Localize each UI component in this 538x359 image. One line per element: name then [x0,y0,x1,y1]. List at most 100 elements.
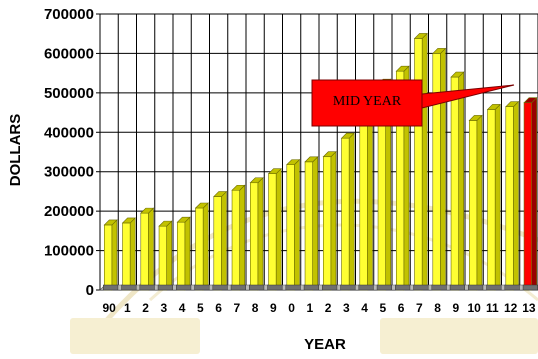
bar-front [432,53,441,291]
bar-top [158,220,173,227]
bar-base [486,284,502,291]
bar-front [414,38,423,291]
bar-top [523,97,538,104]
bar-front [122,222,131,291]
x-tick-label: 3 [161,301,168,315]
bar-top [505,101,520,107]
bar-front [286,164,295,291]
bar-top [140,207,155,214]
bar-base [249,284,265,291]
bar-front [505,106,514,291]
bar [468,114,484,291]
x-tick-label: 6 [215,301,222,315]
bar-side [166,220,173,291]
y-tick-label: 100000 [44,243,94,260]
bar-top [304,156,319,163]
bar-base [449,284,465,291]
x-tick-label: 4 [361,301,368,315]
x-tick-label: 1 [307,301,314,315]
x-tick-label: 6 [398,301,405,315]
bar-base [212,284,228,291]
bar-top [121,217,136,224]
bar-front [195,207,204,291]
x-tick-label: 8 [252,301,259,315]
bar-front [158,225,168,291]
bar-side [148,207,154,291]
bar [212,190,228,291]
bar-top [468,115,483,121]
bar-front [304,161,314,291]
bar-base [157,284,173,291]
bar-base [322,284,338,291]
bar-top [267,168,282,174]
bar [267,167,283,291]
bar-side [129,217,136,291]
y-tick-label: 0 [86,282,94,299]
x-tick-label: 9 [270,301,277,315]
bar-top [413,33,428,39]
bar [230,184,246,291]
bar [249,177,265,291]
bar [139,207,155,291]
bar-base [303,284,319,291]
bar-base [340,284,356,291]
callout-label: MID YEAR [333,94,402,109]
bar-top [340,132,355,139]
bar [449,71,465,291]
bar-base [121,284,137,291]
bar [176,216,192,291]
bar [322,151,338,291]
bar-side [440,47,446,291]
bar-front [103,224,113,291]
x-tick-label: 9 [453,301,460,315]
bar-side [111,219,118,291]
bar-side [239,184,246,291]
bar-front [450,76,460,291]
bar-front [249,182,259,291]
bar-top [322,151,337,158]
bar-front [322,156,332,291]
bar-front [468,120,478,291]
bar-base [522,284,538,291]
bar [340,132,356,291]
x-tick-label: 12 [504,301,518,315]
bar-side [275,167,282,291]
x-tick-label: 4 [179,301,186,315]
bar-base [395,284,411,291]
x-tick-label: 7 [234,301,241,315]
bar-base [139,284,155,291]
bar-base [285,284,301,291]
bar-top [286,159,301,165]
bar-top [450,71,465,78]
bar-front [176,221,186,291]
bar-base [468,284,484,291]
bar [303,156,319,291]
callout-pointer [421,84,515,109]
y-tick-label: 400000 [44,124,94,141]
bar-side [476,114,483,291]
bar-base [413,284,429,291]
bar [413,32,429,291]
bar-front [487,109,496,291]
x-axis-title: YEAR [304,336,346,353]
bar-side [513,100,519,291]
bar-side [202,202,209,291]
x-tick-label: 1 [124,301,131,315]
bar-side [312,156,319,291]
bar-base [431,284,447,291]
x-tick-label: 90 [102,301,116,315]
bar-side [458,71,465,291]
x-tick-label: 3 [343,301,350,315]
bar-base [376,284,392,291]
bar-side [421,32,428,291]
x-tick-label: 2 [325,301,332,315]
x-tick-label: 10 [467,301,481,315]
bar [157,220,173,291]
x-tick-label: 7 [416,301,423,315]
watermark-block [380,318,538,354]
bar-side [348,132,355,291]
x-tick-label: 8 [434,301,441,315]
bar [194,202,210,291]
